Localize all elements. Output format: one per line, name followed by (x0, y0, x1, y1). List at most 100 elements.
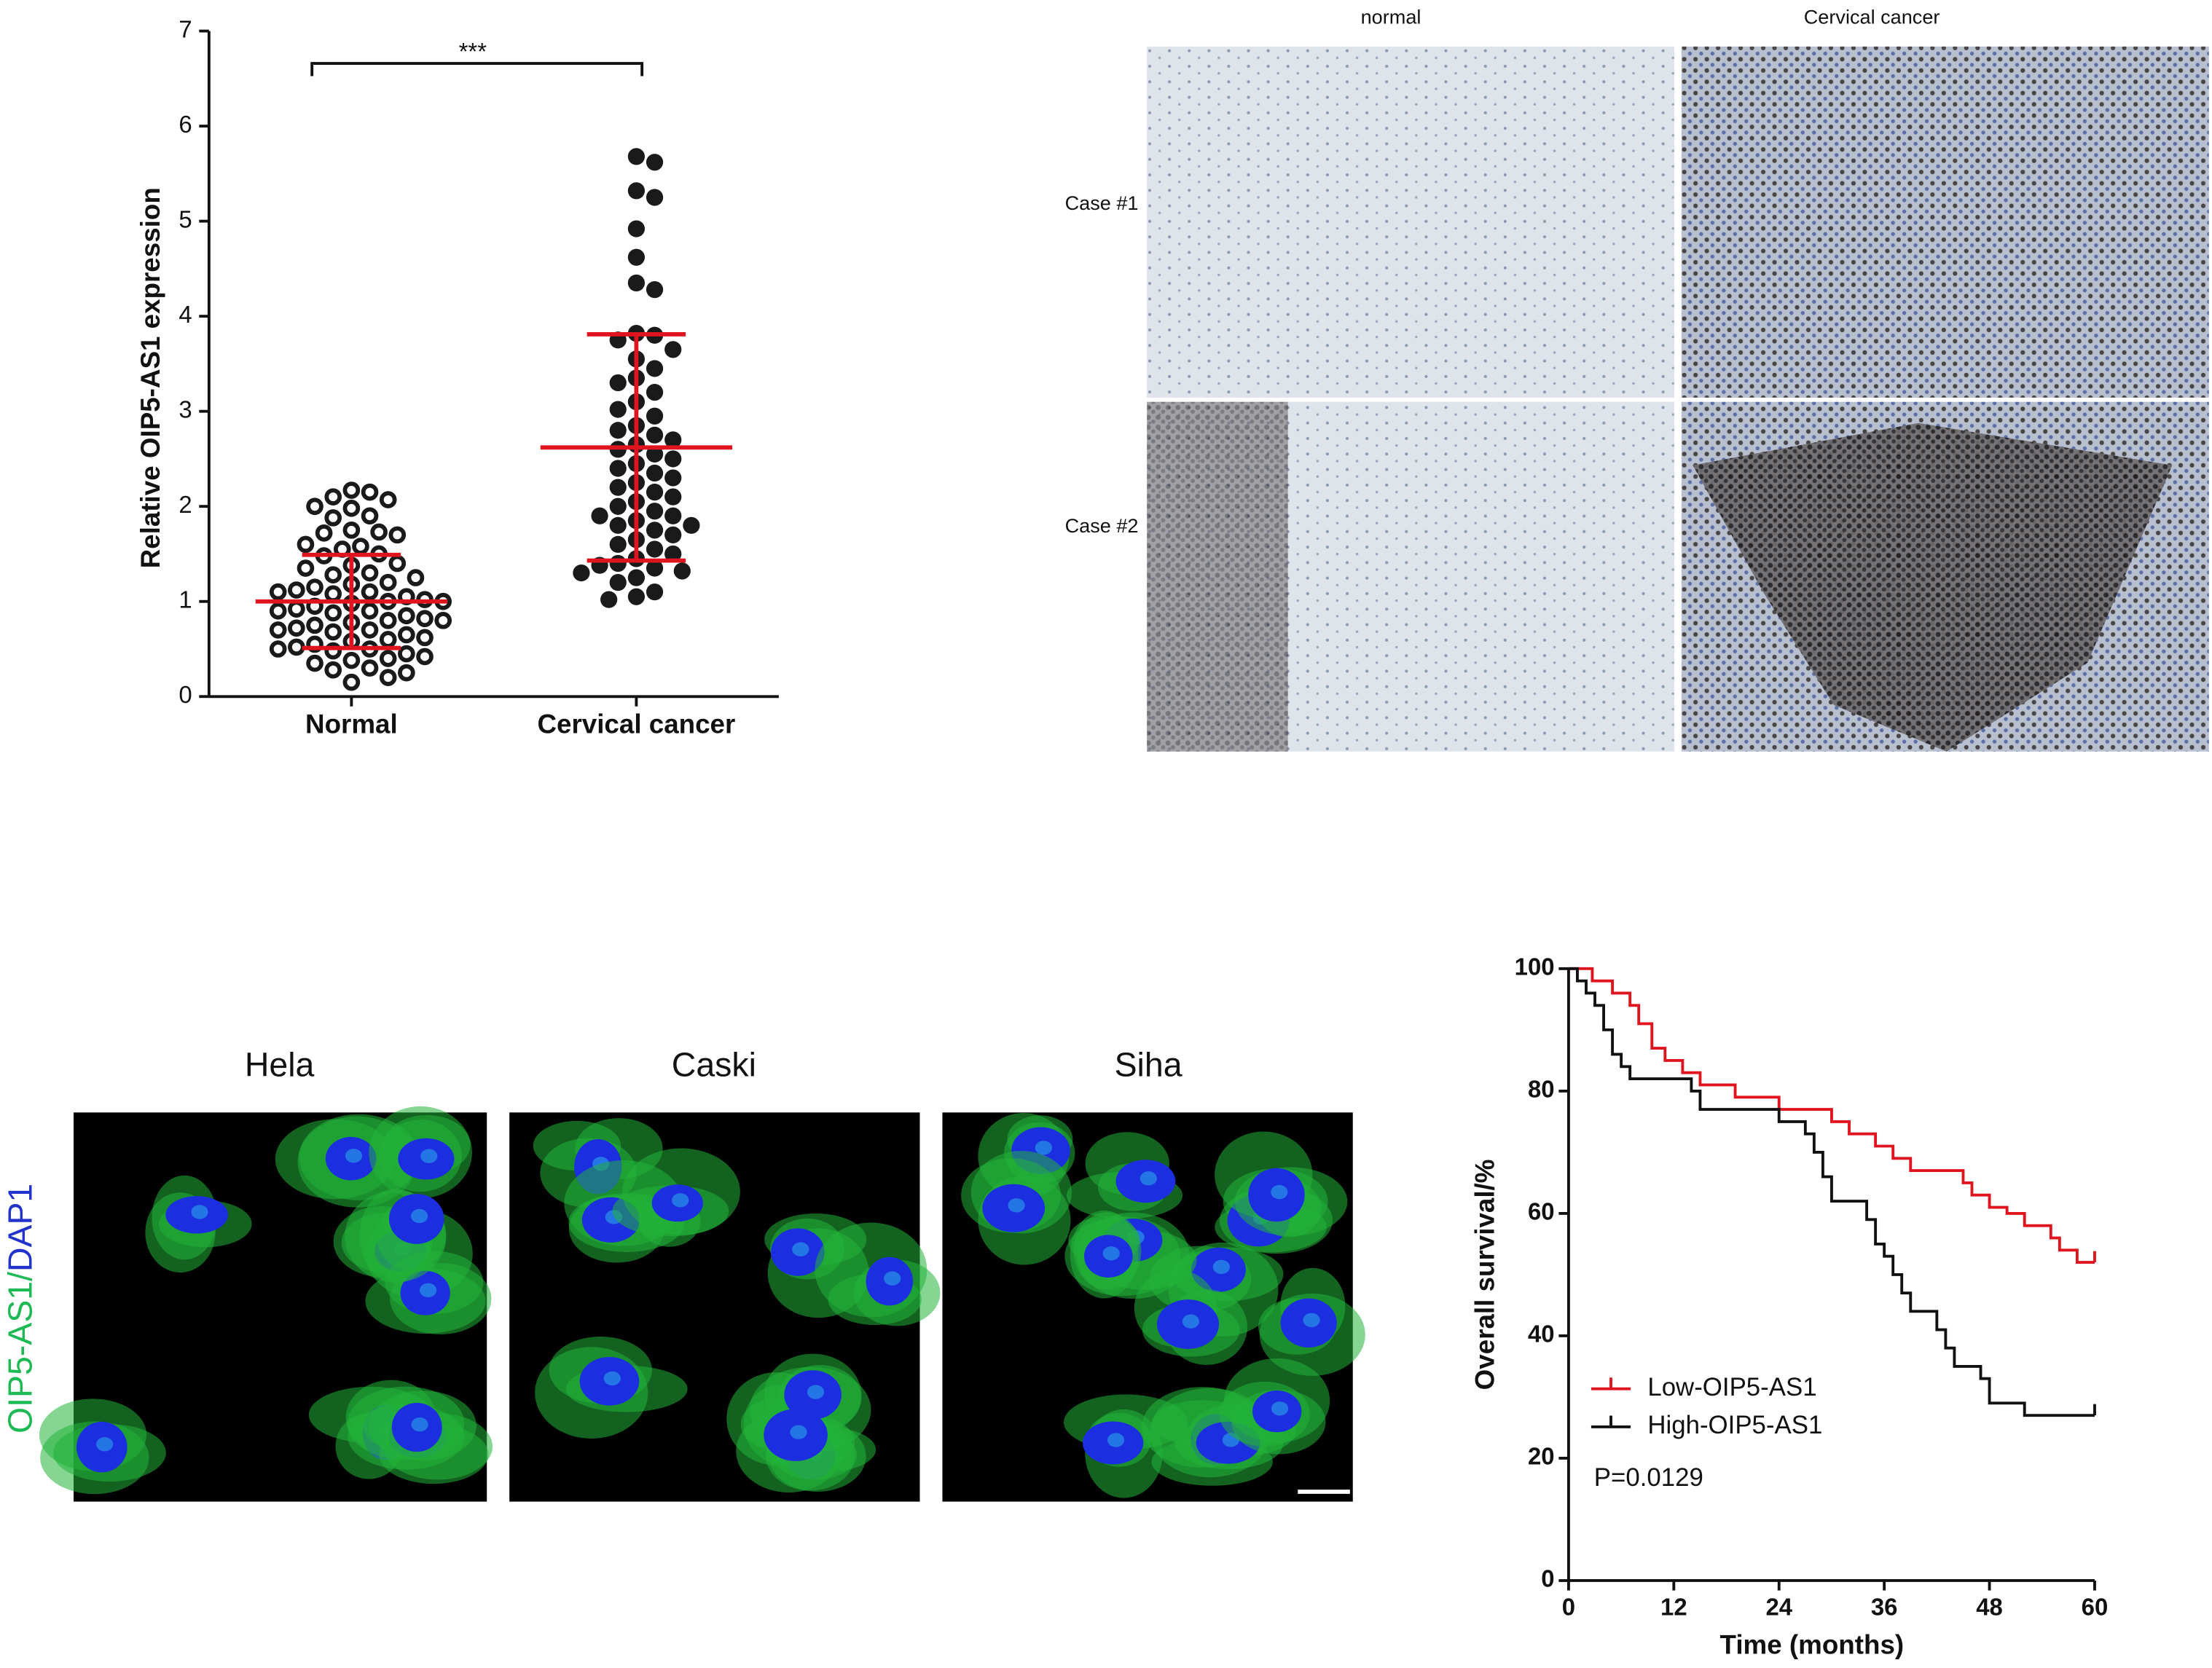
data-point (416, 629, 434, 647)
data-point (379, 612, 397, 629)
nucleus-core (672, 1193, 689, 1208)
data-point (573, 564, 590, 582)
nucleus-core (807, 1385, 825, 1399)
significance-label: *** (459, 38, 487, 65)
data-point (627, 274, 646, 292)
data-point (352, 538, 369, 555)
data-point (646, 445, 664, 463)
nucleus-core (1102, 1246, 1120, 1261)
nucleus-core (1107, 1433, 1125, 1447)
significance-bracket (310, 62, 644, 76)
data-point (388, 526, 407, 544)
data-point (306, 578, 323, 596)
data-point (361, 659, 379, 677)
data-point (627, 220, 646, 237)
data-point (288, 600, 305, 618)
nucleus-core (1140, 1171, 1157, 1186)
data-point (646, 464, 664, 482)
data-point (269, 640, 287, 658)
data-point (324, 623, 342, 641)
data-point (361, 621, 379, 639)
histology-stain (1693, 422, 2173, 752)
data-point (398, 626, 415, 644)
data-point (407, 569, 425, 586)
data-point (324, 509, 342, 527)
data-point (434, 612, 452, 629)
y-tick-label: 80 (1528, 1076, 1555, 1103)
data-point (673, 562, 691, 580)
data-point (646, 189, 664, 206)
x-tick-label: Cervical cancer (537, 709, 735, 739)
column-label: Cervical cancer (1804, 5, 1940, 28)
data-point (306, 616, 323, 634)
x-tick-label: 60 (2082, 1593, 2109, 1620)
data-point (627, 588, 646, 605)
data-point (306, 497, 323, 516)
nucleus-core (420, 1149, 438, 1163)
data-point (342, 481, 361, 499)
data-point (609, 374, 627, 392)
data-point (683, 516, 700, 534)
x-tick-label: 12 (1660, 1593, 1687, 1620)
data-point (324, 566, 342, 583)
cell-line-label: Siha (1115, 1046, 1183, 1084)
data-point (324, 585, 342, 603)
y-tick-label: 0 (179, 681, 192, 708)
data-point (288, 619, 305, 637)
survival-curve (1568, 967, 2095, 1264)
data-point (361, 583, 379, 601)
y-tick-label: 4 (179, 301, 192, 328)
y-tick-label: 40 (1528, 1321, 1555, 1348)
row-label: Case #2 (1065, 514, 1139, 537)
cell-line-label: Caski (672, 1046, 756, 1084)
data-point (646, 522, 664, 539)
y-tick-label: 0 (1541, 1565, 1554, 1592)
cell-line-label: Hela (245, 1046, 315, 1084)
data-point (324, 661, 342, 679)
data-point (306, 654, 323, 672)
data-point (609, 460, 627, 477)
data-point (269, 621, 287, 639)
data-point (609, 574, 627, 591)
data-point (297, 535, 315, 554)
x-axis-label: Time (months) (1720, 1630, 1905, 1660)
x-tick-label: 0 (1562, 1593, 1575, 1620)
y-tick-label: 20 (1528, 1443, 1555, 1470)
nucleus-core (419, 1283, 437, 1297)
data-point (609, 516, 627, 534)
y-axis-label: Overall survival/% (1470, 1160, 1499, 1390)
data-point (627, 182, 646, 200)
nucleus-core (345, 1149, 363, 1163)
data-point (398, 645, 415, 663)
p-value: P=0.0129 (1594, 1463, 1703, 1492)
data-point (664, 431, 682, 449)
data-point (664, 341, 682, 358)
histology-image (1681, 46, 2209, 398)
data-point (600, 591, 618, 608)
data-point (342, 522, 361, 539)
y-tick-label: 1 (179, 586, 192, 613)
data-point (324, 604, 342, 622)
x-tick-label: 24 (1765, 1593, 1792, 1620)
data-point (398, 664, 415, 682)
data-point (379, 631, 397, 648)
data-point (416, 648, 434, 666)
nucleus-core (191, 1205, 208, 1219)
data-point (646, 583, 664, 601)
nucleus-core (1008, 1198, 1025, 1213)
data-point (398, 607, 415, 625)
data-point (646, 540, 664, 558)
nucleus-core (1212, 1259, 1230, 1275)
y-tick-label: 2 (179, 491, 192, 518)
nucleus-core (1035, 1141, 1052, 1155)
data-point (627, 248, 646, 266)
nucleus-core (1271, 1401, 1289, 1416)
y-tick-label: 6 (179, 111, 192, 138)
nucleus-core (1303, 1313, 1320, 1328)
data-point (269, 602, 287, 620)
data-point (379, 650, 397, 667)
data-point (342, 651, 361, 669)
legend-label: High-OIP5-AS1 (1647, 1411, 1822, 1439)
data-point (609, 401, 627, 418)
data-point (646, 559, 664, 577)
